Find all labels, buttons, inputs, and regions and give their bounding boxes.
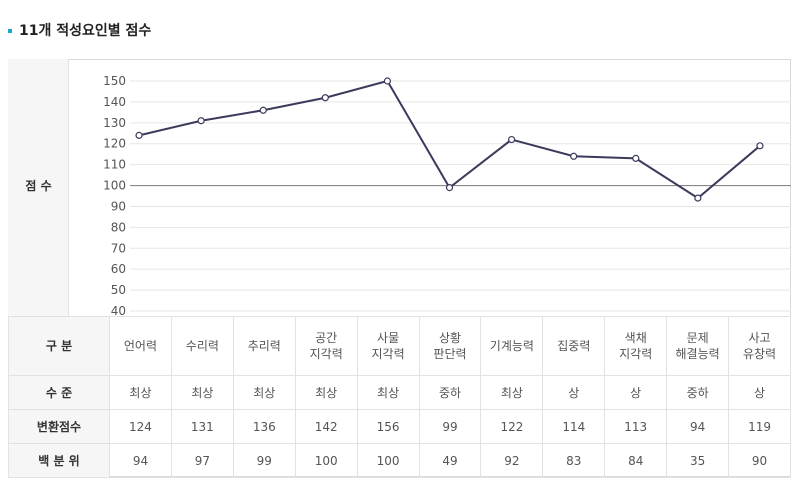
score-cell: 136: [232, 409, 296, 444]
score-cell: 114: [542, 409, 606, 444]
score-row: 변환점수 124 131 136 142 156 99 122 114 113 94 119: [8, 409, 791, 444]
level-cell: 최상: [109, 375, 172, 410]
y-tick-label: 110: [103, 158, 126, 172]
data-point: [197, 117, 205, 125]
category-cell: 집중력: [542, 316, 606, 376]
level-cell: 최상: [356, 375, 420, 410]
section-title-text: 11개 적성요인별 점수: [19, 23, 152, 39]
y-tick-label: 80: [111, 220, 126, 234]
y-tick-label: 40: [111, 304, 126, 318]
level-cell: 중하: [666, 375, 730, 410]
chart-y-label: 점 수: [25, 179, 52, 193]
percentile-cell: 100: [294, 443, 358, 478]
category-cell: 상황 판단력: [418, 316, 482, 376]
data-point: [445, 184, 454, 192]
level-cell: 상: [728, 375, 791, 410]
category-cell: 사고 유창력: [728, 316, 791, 376]
category-header: 구 분: [8, 316, 110, 376]
category-row: 구 분 언어력 수리력 추리력 공간 지각력 사물 지각력 상황 판단력 기계능력 집중력 색채…: [8, 316, 791, 376]
y-tick-label: 50: [111, 283, 126, 297]
score-cell: 119: [728, 409, 791, 444]
score-table: 구 분 언어력 수리력 추리력 공간 지각력 사물 지각력 상황 판단력 기계능력 집중력 색채…: [8, 316, 791, 478]
category-cell: 수리력: [170, 316, 234, 376]
data-point: [135, 131, 143, 139]
percentile-cell: 99: [232, 443, 296, 478]
score-cell: 156: [356, 409, 420, 444]
level-cell: 최상: [294, 375, 358, 410]
category-cell: 문제 해결능력: [666, 316, 730, 376]
level-row: 수 준 최상 최상 최상 최상 최상 중하 최상 상 상 중하 상: [8, 375, 791, 410]
category-cell: 기계능력: [480, 316, 544, 376]
level-cell: 최상: [480, 375, 544, 410]
percentile-cell: 90: [728, 443, 791, 478]
data-point: [570, 152, 578, 160]
bullet-icon: [8, 29, 12, 33]
category-cell: 공간 지각력: [294, 316, 358, 376]
chart-label-column: [8, 59, 69, 316]
data-point: [383, 77, 392, 85]
data-point: [694, 194, 702, 202]
percentile-cell: 84: [604, 443, 668, 478]
percentile-cell: 92: [480, 443, 544, 478]
data-point: [507, 135, 516, 144]
percentile-cell: 35: [666, 443, 730, 478]
category-cell: 언어력: [109, 316, 172, 376]
data-point: [756, 142, 764, 150]
y-axis-ticks: 40 50 60 70 80 90 100 110 120 130 140 150: [103, 74, 126, 318]
level-cell: 중하: [418, 375, 482, 410]
percentile-header: 백 분 위: [8, 443, 110, 478]
data-point: [259, 106, 267, 114]
data-point: [632, 154, 640, 162]
percentile-cell: 49: [418, 443, 482, 478]
score-cell: 142: [294, 409, 358, 444]
category-cell: 추리력: [232, 316, 296, 376]
category-cell: 사물 지각력: [356, 316, 420, 376]
y-tick-label: 70: [111, 241, 126, 255]
y-tick-label: 60: [111, 262, 126, 276]
score-cell: 124: [109, 409, 172, 444]
percentile-cell: 100: [356, 443, 420, 478]
series-group: [135, 77, 764, 202]
score-cell: 94: [666, 409, 730, 444]
score-cell: 113: [604, 409, 668, 444]
y-tick-label: 120: [103, 137, 126, 151]
percentile-cell: 97: [170, 443, 234, 478]
percentile-cell: 83: [542, 443, 606, 478]
level-cell: 최상: [232, 375, 296, 410]
y-tick-label: 130: [103, 116, 126, 130]
y-tick-label: 140: [103, 95, 126, 109]
series-line: [138, 79, 761, 200]
category-cell: 색채 지각력: [604, 316, 668, 376]
score-cell: 99: [418, 409, 482, 444]
level-header: 수 준: [8, 375, 110, 410]
y-tick-label: 90: [111, 199, 126, 213]
level-cell: 상: [604, 375, 668, 410]
percentile-row: 백 분 위 94 97 99 100 100 49 92 83 84 35 90: [8, 443, 791, 478]
percentile-cell: 94: [109, 443, 172, 478]
score-header: 변환점수: [8, 409, 110, 444]
score-cell: 122: [480, 409, 544, 444]
level-cell: 상: [542, 375, 606, 410]
data-point: [321, 94, 329, 102]
score-cell: 131: [170, 409, 234, 444]
y-tick-label: 150: [103, 74, 126, 88]
level-cell: 최상: [170, 375, 234, 410]
section-title: 11개 적성요인별 점수: [8, 20, 151, 42]
y-tick-label: 100: [103, 179, 126, 193]
